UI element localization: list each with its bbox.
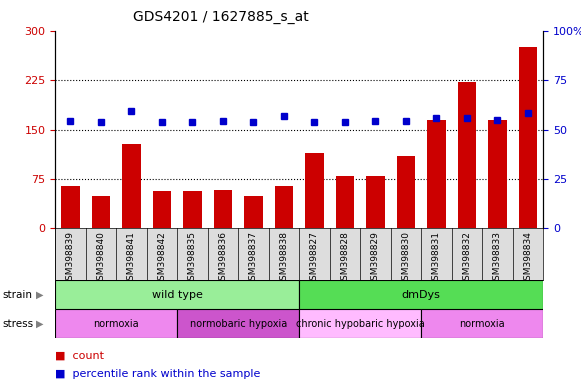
- Bar: [458, 82, 476, 228]
- Bar: [55, 280, 299, 309]
- Text: GSM398835: GSM398835: [188, 231, 197, 286]
- Text: strain: strain: [3, 290, 33, 300]
- Text: normobaric hypoxia: normobaric hypoxia: [189, 318, 287, 329]
- Text: dmDys: dmDys: [402, 290, 440, 300]
- Bar: [306, 153, 324, 228]
- Text: normoxia: normoxia: [94, 318, 139, 329]
- Bar: [177, 309, 299, 338]
- Bar: [299, 280, 543, 309]
- Text: GSM398833: GSM398833: [493, 231, 502, 286]
- Bar: [184, 191, 202, 228]
- Text: GSM398827: GSM398827: [310, 231, 319, 286]
- Text: normoxia: normoxia: [460, 318, 505, 329]
- Text: wild type: wild type: [152, 290, 203, 300]
- Text: ■  percentile rank within the sample: ■ percentile rank within the sample: [55, 369, 260, 379]
- Text: GSM398840: GSM398840: [96, 231, 105, 286]
- Bar: [92, 195, 110, 228]
- Text: GSM398831: GSM398831: [432, 231, 441, 286]
- Text: GSM398842: GSM398842: [157, 231, 166, 286]
- Text: GSM398836: GSM398836: [218, 231, 227, 286]
- Bar: [336, 176, 354, 228]
- Text: chronic hypobaric hypoxia: chronic hypobaric hypoxia: [296, 318, 425, 329]
- Bar: [519, 47, 537, 228]
- Bar: [62, 185, 80, 228]
- Text: GSM398828: GSM398828: [340, 231, 349, 286]
- Text: GSM398839: GSM398839: [66, 231, 75, 286]
- Bar: [488, 120, 507, 228]
- Text: GSM398830: GSM398830: [401, 231, 410, 286]
- Bar: [299, 309, 421, 338]
- Text: GSM398832: GSM398832: [462, 231, 471, 286]
- Bar: [275, 185, 293, 228]
- Bar: [421, 309, 543, 338]
- Bar: [153, 191, 171, 228]
- Bar: [397, 156, 415, 228]
- Text: GSM398838: GSM398838: [279, 231, 288, 286]
- Bar: [214, 190, 232, 228]
- Bar: [55, 309, 177, 338]
- Text: stress: stress: [3, 318, 34, 329]
- Bar: [245, 195, 263, 228]
- Text: GSM398841: GSM398841: [127, 231, 136, 286]
- Text: GSM398837: GSM398837: [249, 231, 258, 286]
- Bar: [367, 176, 385, 228]
- Text: GSM398834: GSM398834: [523, 231, 532, 286]
- Bar: [428, 120, 446, 228]
- Text: ■  count: ■ count: [55, 350, 104, 360]
- Bar: [122, 144, 141, 228]
- Text: GSM398829: GSM398829: [371, 231, 380, 286]
- Text: ▶: ▶: [36, 290, 44, 300]
- Text: GDS4201 / 1627885_s_at: GDS4201 / 1627885_s_at: [133, 10, 309, 23]
- Text: ▶: ▶: [36, 318, 44, 329]
